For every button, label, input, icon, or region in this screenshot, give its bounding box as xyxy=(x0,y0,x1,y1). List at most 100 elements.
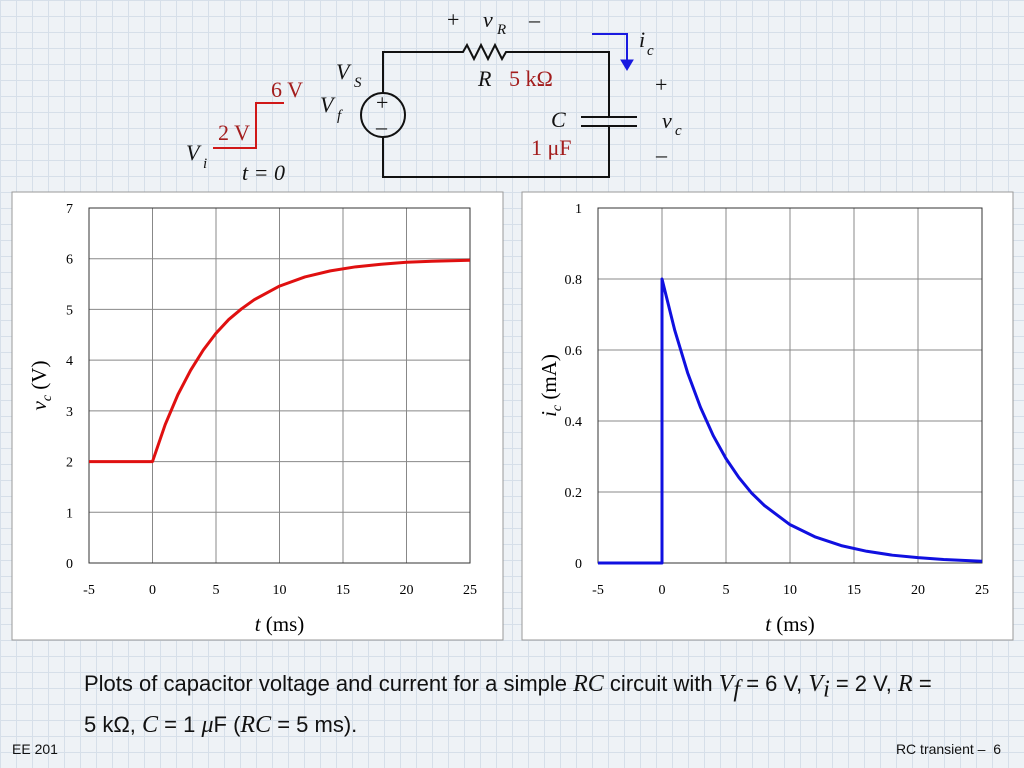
caption-text: V xyxy=(808,671,824,697)
arrow-head xyxy=(620,59,634,71)
y-tick-label: 5 xyxy=(66,303,73,318)
footer-topic: RC transient – 6 xyxy=(896,741,1001,757)
label: V xyxy=(336,59,352,84)
label: R xyxy=(477,66,492,91)
step-input xyxy=(213,102,284,149)
caption-text: = 5 ms). xyxy=(271,712,358,738)
label: V xyxy=(320,92,336,117)
current-arrow xyxy=(592,33,628,64)
y-axis-label-part: c xyxy=(40,394,55,401)
caption-text: = 6 V, xyxy=(740,671,809,696)
label: – xyxy=(375,114,388,139)
label: S xyxy=(354,75,362,91)
y-axis-label: vc (V) xyxy=(27,361,55,411)
label: C xyxy=(551,107,566,132)
y-axis-label-part: i xyxy=(537,411,561,417)
voltage-source xyxy=(360,92,406,138)
y-tick-label: 0.4 xyxy=(565,415,583,430)
y-tick-label: 3 xyxy=(66,405,73,420)
caption-text: = 5 kΩ, xyxy=(84,671,932,738)
chart-panel xyxy=(521,191,1014,641)
label: V xyxy=(186,140,202,165)
label: + xyxy=(655,72,667,97)
x-tick-label: 0 xyxy=(149,583,156,598)
caption-text: F ( xyxy=(213,712,241,738)
caption-text: C xyxy=(142,712,159,739)
chart-panel xyxy=(11,191,504,641)
x-tick-label: -5 xyxy=(592,583,604,598)
label: v xyxy=(483,7,493,32)
x-axis-label: t (ms) xyxy=(255,612,305,636)
y-tick-label: 0.6 xyxy=(565,344,583,359)
x-tick-label: 10 xyxy=(783,583,797,598)
label: – xyxy=(528,7,541,32)
label: + xyxy=(447,7,459,32)
label: 5 kΩ xyxy=(509,66,553,91)
y-tick-label: 6 xyxy=(66,253,73,268)
circuit-labels: + v R – i c V S 6 V V f 2 V V i t = 0 + … xyxy=(186,7,682,185)
x-axis-label-part: t xyxy=(765,612,772,636)
y-tick-label: 0 xyxy=(66,557,73,572)
footer-course: EE 201 xyxy=(12,741,58,757)
x-axis-label-part: (ms) xyxy=(771,612,815,636)
y-tick-label: 1 xyxy=(575,202,582,217)
plot-frame xyxy=(597,207,983,564)
caption-text: = 2 V, xyxy=(829,671,899,696)
y-axis-label-part: c xyxy=(550,404,565,411)
label: 6 V xyxy=(271,77,303,102)
x-tick-label: -5 xyxy=(83,583,95,598)
caption-text: Plots of capacitor voltage and current f… xyxy=(84,671,574,696)
x-tick-label: 5 xyxy=(723,583,730,598)
y-tick-label: 2 xyxy=(66,456,73,471)
label: i xyxy=(203,156,207,172)
x-axis-label: t (ms) xyxy=(765,612,815,636)
caption-text: = 1 xyxy=(158,712,202,738)
caption-text: RC xyxy=(573,671,604,697)
caption-text: f xyxy=(733,676,741,703)
label: c xyxy=(647,43,654,59)
y-tick-label: 1 xyxy=(66,506,73,521)
y-tick-label: 7 xyxy=(66,202,73,217)
y-tick-label: 0.8 xyxy=(565,273,583,288)
label: t = 0 xyxy=(242,160,285,185)
caption-text: μ xyxy=(201,712,214,739)
label: + xyxy=(376,90,388,115)
wire xyxy=(382,42,610,178)
circuit xyxy=(213,33,637,178)
x-tick-label: 20 xyxy=(400,583,414,598)
label: f xyxy=(337,108,343,124)
x-tick-label: 15 xyxy=(847,583,861,598)
page-number: 6 xyxy=(993,741,1001,757)
x-tick-label: 0 xyxy=(659,583,666,598)
label: R xyxy=(496,22,506,38)
x-tick-label: 25 xyxy=(463,583,477,598)
label: v xyxy=(662,108,672,133)
label: – xyxy=(655,142,668,167)
x-tick-label: 10 xyxy=(273,583,287,598)
caption-text: R xyxy=(898,671,913,697)
y-axis-label-part: (V) xyxy=(27,361,51,395)
caption-text: i xyxy=(823,676,830,703)
label: i xyxy=(639,27,645,52)
data-line xyxy=(89,258,471,464)
caption-text: circuit with xyxy=(603,671,719,696)
y-axis-label: ic (mA) xyxy=(537,354,565,417)
data-line xyxy=(598,277,983,565)
label: 1 μF xyxy=(531,135,572,160)
y-tick-label: 4 xyxy=(66,354,73,369)
footer-topic-text: RC transient – xyxy=(895,741,986,757)
x-tick-label: 25 xyxy=(975,583,989,598)
x-axis-label-part: t xyxy=(255,612,262,636)
y-tick-label: 0 xyxy=(575,557,582,572)
y-tick-label: 0.2 xyxy=(565,486,583,501)
x-axis-label-part: (ms) xyxy=(261,612,305,636)
label: c xyxy=(675,123,682,139)
caption-text: RC xyxy=(240,712,272,739)
y-axis-label-part: (mA) xyxy=(537,354,561,405)
y-axis-label-part: v xyxy=(27,400,51,410)
caption-text: V xyxy=(718,671,734,697)
x-tick-label: 20 xyxy=(911,583,925,598)
x-tick-label: 5 xyxy=(213,583,220,598)
